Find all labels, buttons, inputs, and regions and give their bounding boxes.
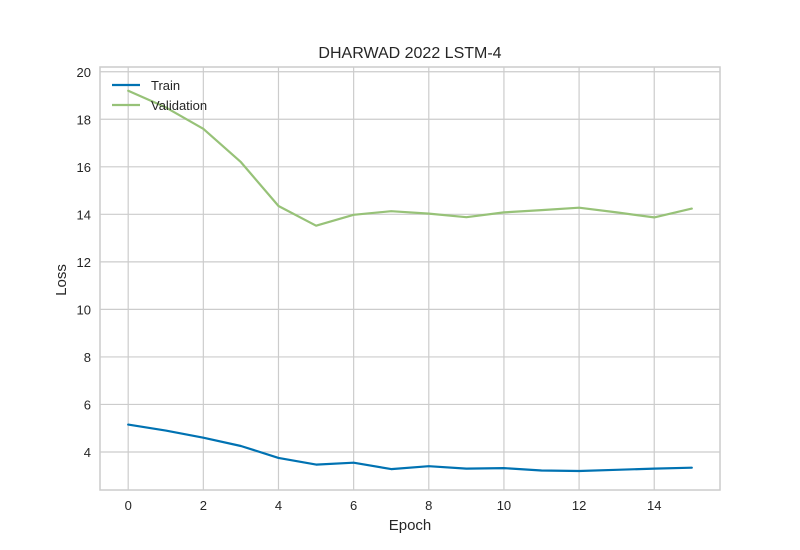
y-tick-label: 18 (77, 112, 91, 127)
chart-title: DHARWAD 2022 LSTM-4 (318, 45, 501, 62)
series-layer (127, 89, 693, 473)
x-tick-label: 4 (275, 498, 282, 513)
x-axis-label: Epoch (389, 517, 432, 534)
y-tick-label: 12 (77, 255, 91, 270)
series-line-validation (127, 89, 693, 227)
x-tick-label: 2 (200, 498, 207, 513)
legend: Train Validation (112, 78, 207, 113)
x-tick-label: 12 (572, 498, 586, 513)
y-tick-label: 20 (77, 65, 91, 80)
x-tick-label: 8 (425, 498, 432, 513)
legend-label-validation: Validation (151, 98, 207, 113)
y-axis-label: Loss (53, 264, 70, 296)
y-tick-label: 14 (77, 207, 91, 222)
y-tick-label: 8 (84, 350, 91, 365)
y-tick-label: 16 (77, 160, 91, 175)
x-tick-label: 6 (350, 498, 357, 513)
x-tick-label: 10 (497, 498, 511, 513)
plot-frame (99, 66, 721, 491)
x-tick-label: 14 (647, 498, 661, 513)
legend-label-train: Train (151, 78, 180, 93)
y-tick-label: 6 (84, 397, 91, 412)
series-line-train (127, 423, 693, 473)
y-tick-label: 4 (84, 445, 91, 460)
x-tick-label: 0 (125, 498, 132, 513)
tick-labels: 0 2 4 6 8 10 12 14 4 6 8 10 12 14 16 18 20 (77, 65, 662, 513)
grid (100, 67, 720, 490)
y-tick-label: 10 (77, 302, 91, 317)
